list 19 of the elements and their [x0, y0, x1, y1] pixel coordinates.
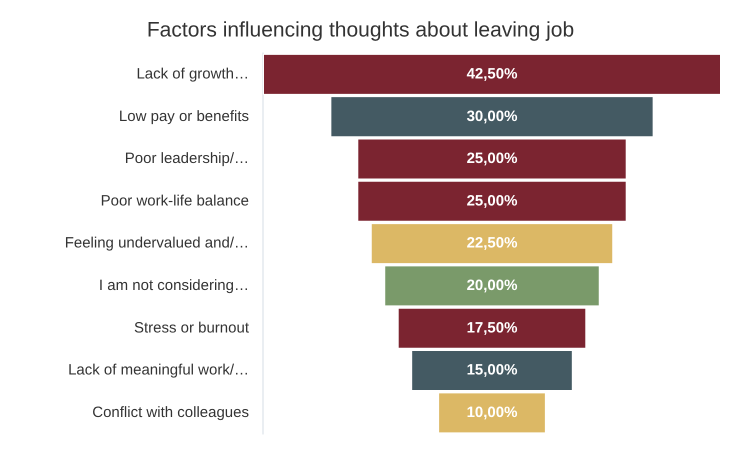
- category-label: Low pay or benefits: [118, 108, 249, 125]
- data-label: 25,00%: [466, 192, 518, 210]
- category-label: Feeling undervalued and/…: [64, 234, 249, 252]
- category-label: Lack of growth…: [136, 65, 249, 82]
- data-label: 22,50%: [466, 234, 518, 252]
- category-label: I am not considering…: [98, 277, 249, 294]
- data-label: 10,00%: [466, 404, 518, 421]
- data-label: 42,50%: [466, 65, 518, 82]
- category-label: Poor leadership/…: [124, 150, 249, 168]
- category-label: Poor work-life balance: [100, 192, 249, 210]
- category-label: Conflict with colleagues: [92, 404, 249, 421]
- data-label: 25,00%: [466, 150, 518, 168]
- text: Factors influencing thoughts about leaving job: [146, 18, 574, 42]
- category-label: Stress or burnout: [134, 319, 250, 336]
- data-label: 15,00%: [466, 362, 518, 379]
- data-label: 17,50%: [466, 319, 518, 336]
- data-label: 20,00%: [466, 277, 518, 294]
- data-label: 30,00%: [466, 108, 518, 125]
- category-label: Lack of meaningful work/…: [68, 362, 249, 379]
